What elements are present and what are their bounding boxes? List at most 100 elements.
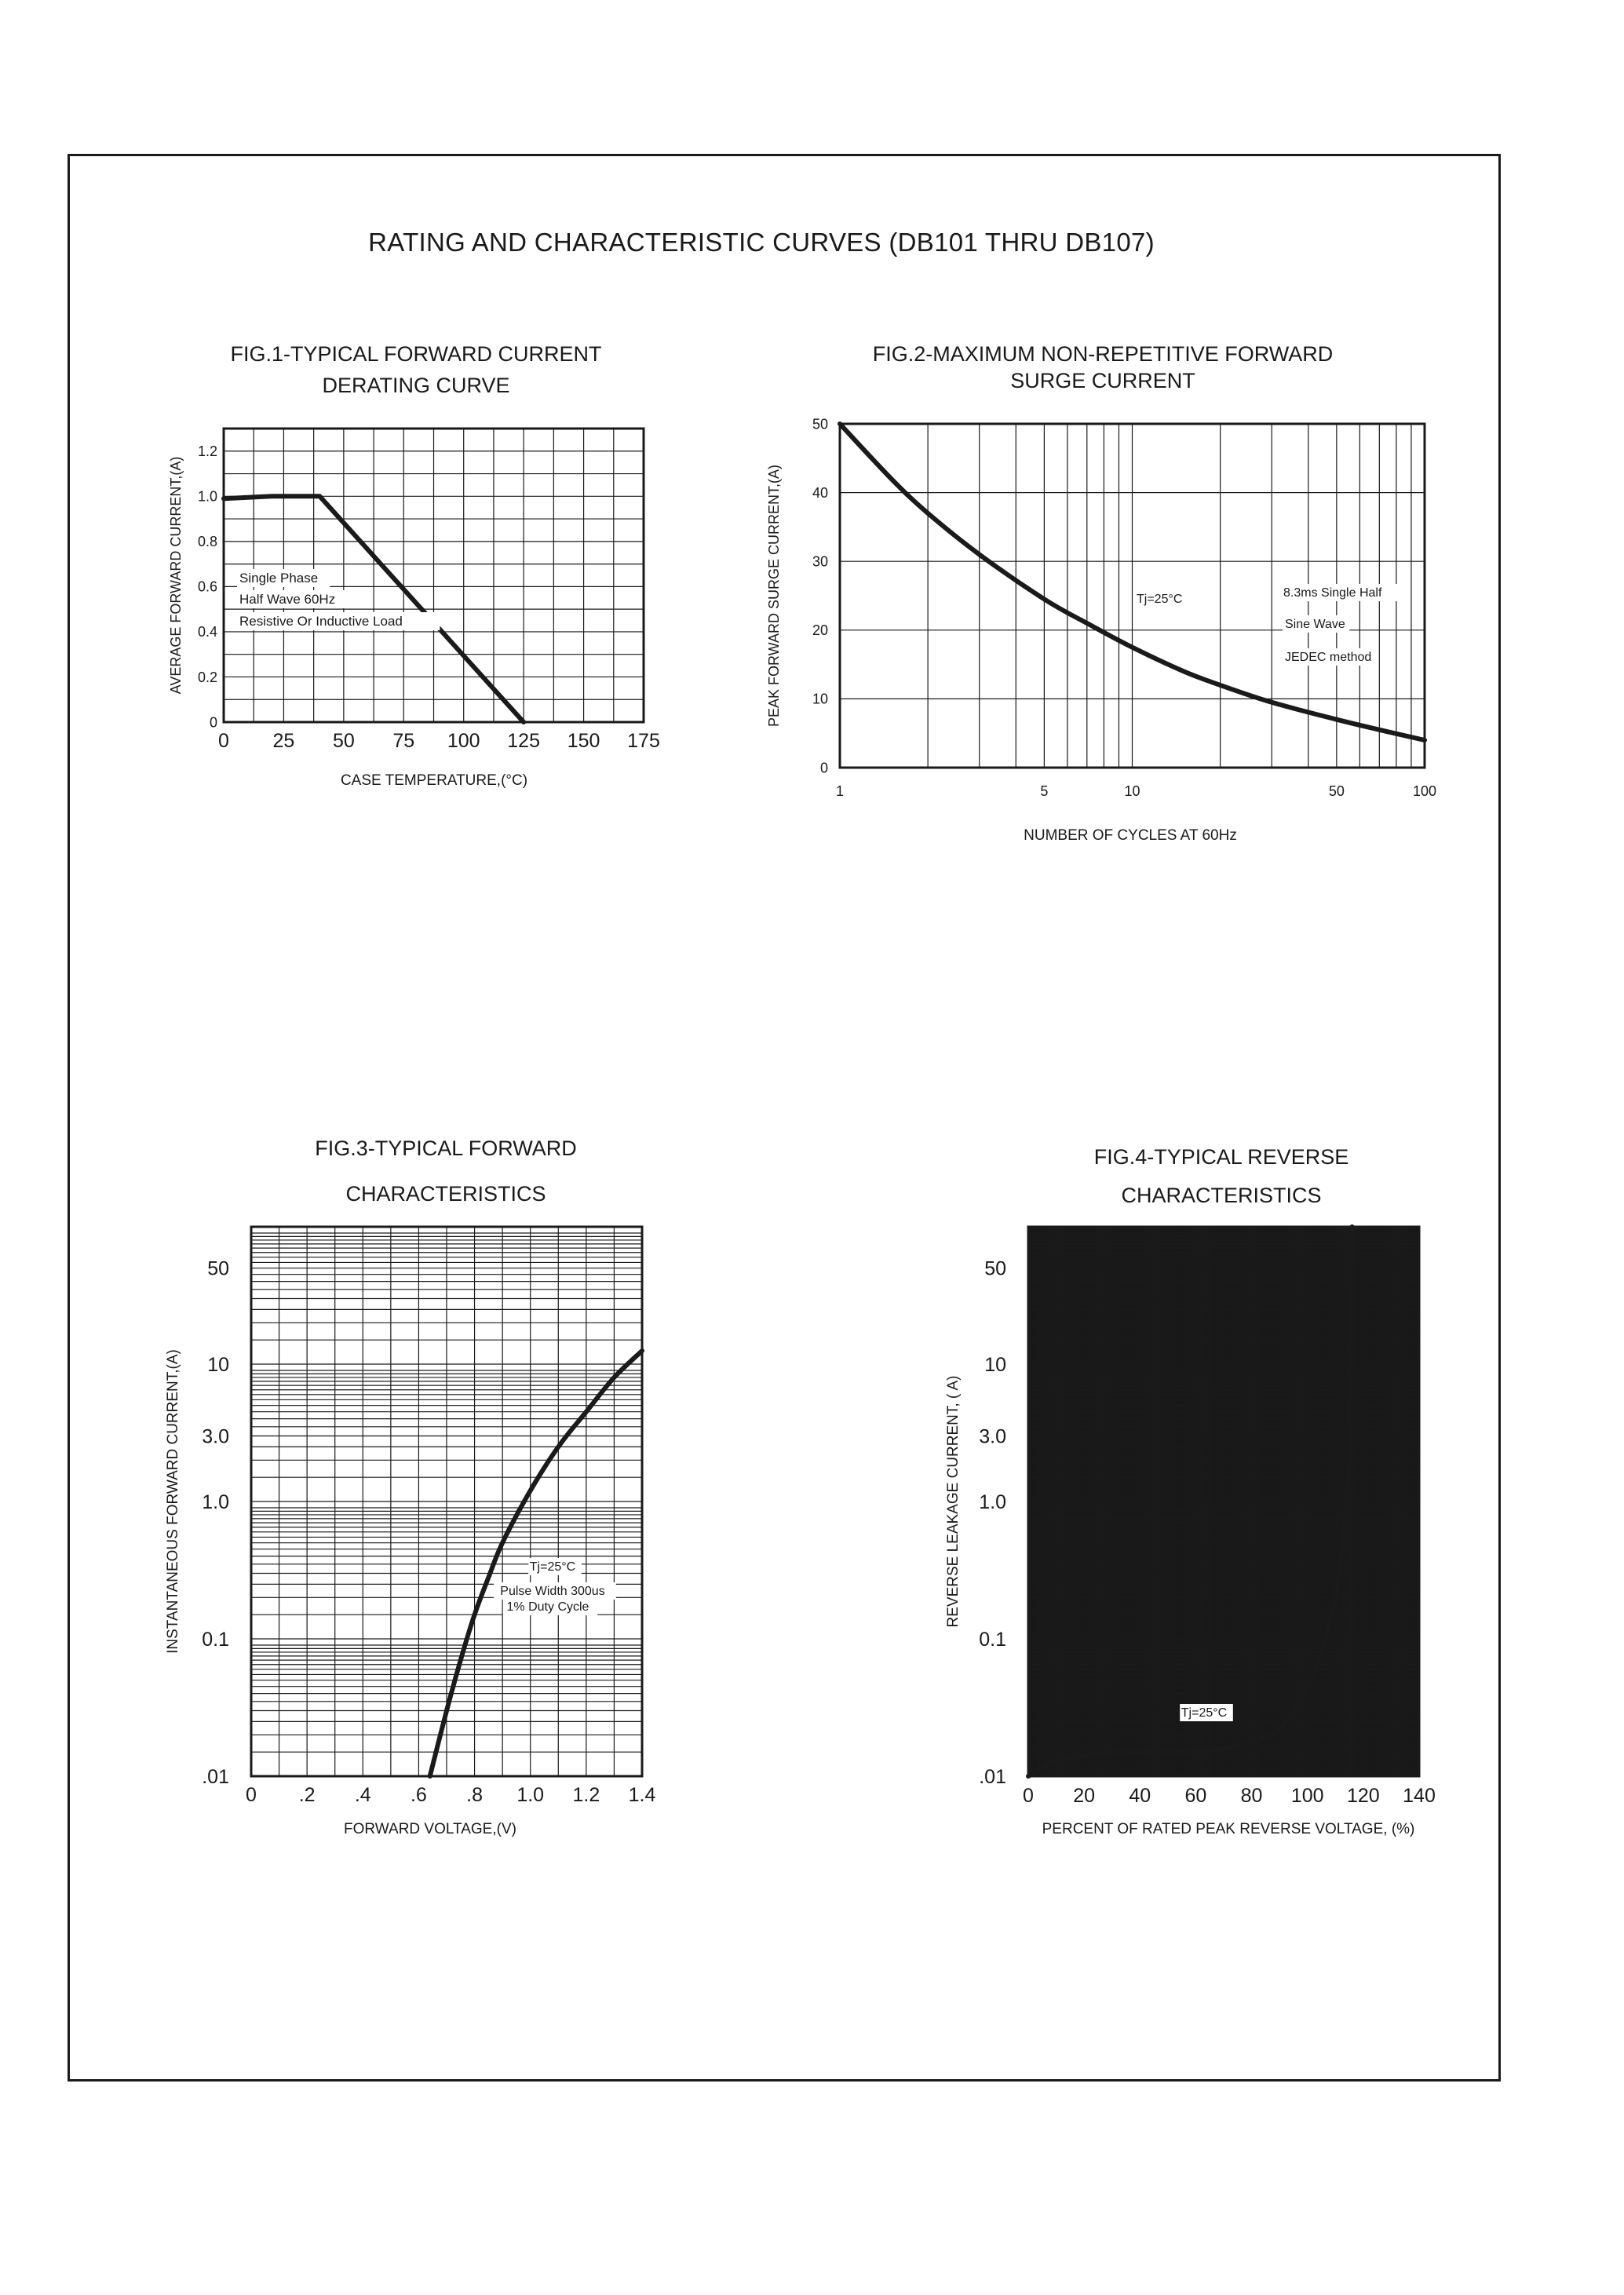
fig4-xlabel: PERCENT OF RATED PEAK REVERSE VOLTAGE, (… (1042, 1821, 1415, 1837)
fig3-xlabel: FORWARD VOLTAGE,(V) (344, 1821, 516, 1837)
fig4-xtick-label: 100 (1291, 1785, 1324, 1807)
fig2-annotation: JEDEC method (1285, 651, 1371, 664)
fig3-grid (250, 1226, 643, 1777)
fig1-ytick-label: 0.8 (198, 534, 217, 549)
fig2-annotation-bg (1281, 584, 1403, 601)
fig2-title-line-2: SURGE CURRENT (1010, 369, 1195, 392)
fig2-xtick-label: 1 (836, 783, 844, 799)
fig1-ytick-label: 0.4 (198, 624, 217, 640)
fig1-series-line (221, 494, 527, 724)
fig4-xtick-label: 40 (1129, 1785, 1151, 1807)
fig2-plot-frame (838, 422, 1426, 769)
fig2-annotation-bg (1283, 615, 1350, 633)
fig3-ytick-label: 50 (207, 1257, 229, 1279)
fig2-ytick-label: 10 (812, 691, 828, 707)
fig4-ytick-label: 1.0 (979, 1491, 1006, 1513)
fig1-xlabel: CASE TEMPERATURE,(°C) (341, 772, 527, 789)
fig3-plot-frame (250, 1225, 644, 1778)
fig2-ytick-label: 20 (812, 622, 828, 638)
fig3-xtick-label: .8 (466, 1784, 483, 1806)
fig4-xtick-label: 140 (1403, 1785, 1436, 1807)
page-frame (68, 154, 1501, 2082)
fig1-xtick-label: 150 (567, 730, 600, 752)
fig3-annotation: Tj=25°C (530, 1560, 575, 1574)
fig3-xtick-label: 1.0 (516, 1784, 544, 1806)
fig1-xtick-label: 100 (447, 730, 480, 752)
fig1-annotation: Single Phase (239, 571, 318, 586)
fig2-xlabel: NUMBER OF CYCLES AT 60Hz (1024, 827, 1237, 844)
fig1-xtick-label: 50 (333, 730, 355, 752)
fig3-chart: FIG.3-TYPICAL FORWARD CHARACTERISTICS 0 .2.… (165, 1137, 655, 1837)
fig2-ytick-label: 40 (812, 485, 828, 501)
fig1-annotation-bg (237, 569, 330, 587)
fig1-ytick-label: 1.2 (198, 443, 217, 459)
fig4-ytick-label: 10 (984, 1354, 1006, 1376)
fig3-ytick-label: .01 (202, 1766, 229, 1788)
fig4-xtick-label: 60 (1185, 1785, 1207, 1807)
fig3-annotation-bg (502, 1598, 598, 1615)
fig4-annotation: Tj=25°C (1181, 1706, 1227, 1720)
fig2-ytick-label: 50 (812, 416, 828, 432)
page-title: RATING AND CHARACTERISTIC CURVES (DB101 … (368, 228, 1155, 257)
fig4-xtick-label: 120 (1347, 1785, 1380, 1807)
fig3-xtick-label: .2 (299, 1784, 316, 1806)
fig2-annotation-bg (1134, 590, 1188, 608)
fig2-ytick-label: 30 (812, 554, 828, 570)
fig3-title-line-1: FIG.3-TYPICAL FORWARD (315, 1137, 577, 1160)
fig4-chart: FIG.4-TYPICAL REVERSE CHARACTERISTICS 0 20 4… (945, 1145, 1436, 1837)
fig1-xtick-label: 75 (392, 730, 414, 752)
fig2-xtick-label: 10 (1124, 783, 1140, 799)
fig1-annotation: Half Wave 60Hz (239, 592, 335, 607)
fig4-title-line-2: CHARACTERISTICS (1121, 1184, 1321, 1207)
fig3-ytick-label: 10 (207, 1354, 229, 1376)
fig1-xtick-label: 25 (273, 730, 295, 752)
fig4-annotation-bg (1180, 1704, 1233, 1721)
fig3-annotation-bg (528, 1558, 582, 1575)
fig2-annotation: 8.3ms Single Half (1283, 586, 1382, 600)
fig2-annotation: Sine Wave (1285, 618, 1345, 631)
fig4-ytick-label: .01 (979, 1766, 1006, 1788)
fig1-xtick-label: 0 (218, 730, 229, 752)
fig2-annotation-bg (1283, 648, 1370, 666)
fig1-ytick-label: 1.0 (198, 489, 217, 505)
fig1-ytick-label: 0.6 (198, 579, 217, 595)
fig1-ytick-label: 0 (210, 714, 217, 730)
fig4-ytick-label: 0.1 (979, 1629, 1006, 1651)
fig4-ytick-label: 50 (984, 1257, 1006, 1279)
fig1-xtick-label: 125 (507, 730, 540, 752)
fig1-chart: FIG.1-TYPICAL FORWARD CURRENT DERATING CU… (168, 342, 660, 789)
fig1-xtick-label: 175 (627, 730, 660, 752)
fig3-xtick-label: 0 (246, 1784, 257, 1806)
fig1-ylabel: AVERAGE FORWARD CURRENT,(A) (168, 457, 184, 695)
fig3-ylabel: INSTANTANEOUS FORWARD CURRENT,(A) (165, 1349, 181, 1654)
fig2-ylabel: PEAK FORWARD SURGE CURRENT,(A) (766, 465, 782, 727)
fig4-series-line (1026, 1224, 1355, 1779)
fig4-xtick-label: 0 (1023, 1785, 1034, 1807)
fig4-ylabel: REVERSE LEAKAGE CURRENT, ( A) (945, 1376, 962, 1628)
fig2-xtick-label: 100 (1413, 783, 1436, 799)
fig3-annotation: 1% Duty Cycle (507, 1600, 589, 1614)
fig3-ytick-label: 0.1 (202, 1629, 229, 1651)
fig3-xtick-label: 1.2 (572, 1784, 600, 1806)
fig4-ytick-label: 3.0 (979, 1425, 1006, 1447)
fig1-title-line-2: DERATING CURVE (322, 374, 509, 397)
fig3-xtick-label: 1.4 (629, 1784, 656, 1806)
fig1-annotation-bg (237, 590, 345, 608)
fig2-annotation: Tj=25°C (1137, 593, 1182, 606)
fig4-grid (1027, 1226, 1420, 1777)
fig2-ytick-label: 0 (820, 760, 828, 775)
fig3-ytick-label: 1.0 (202, 1491, 229, 1513)
fig1-annotation-bg (237, 612, 440, 630)
fig2-chart: FIG.2-MAXIMUM NON-REPETITIVE FORWARD SURG… (766, 342, 1436, 844)
fig2-title-line-1: FIG.2-MAXIMUM NON-REPETITIVE FORWARD (873, 342, 1334, 366)
fig4-xtick-label: 20 (1073, 1785, 1095, 1807)
fig3-title-line-2: CHARACTERISTICS (345, 1182, 546, 1206)
fig3-ytick-label: 3.0 (202, 1425, 229, 1447)
fig4-title-line-1: FIG.4-TYPICAL REVERSE (1094, 1145, 1349, 1169)
fig2-xtick-label: 50 (1329, 783, 1345, 799)
fig3-series-line (427, 1348, 644, 1779)
fig3-annotation-bg (494, 1582, 616, 1600)
fig1-annotation: Resistive Or Inductive Load (239, 614, 403, 629)
fig1-plot-frame (222, 427, 645, 724)
